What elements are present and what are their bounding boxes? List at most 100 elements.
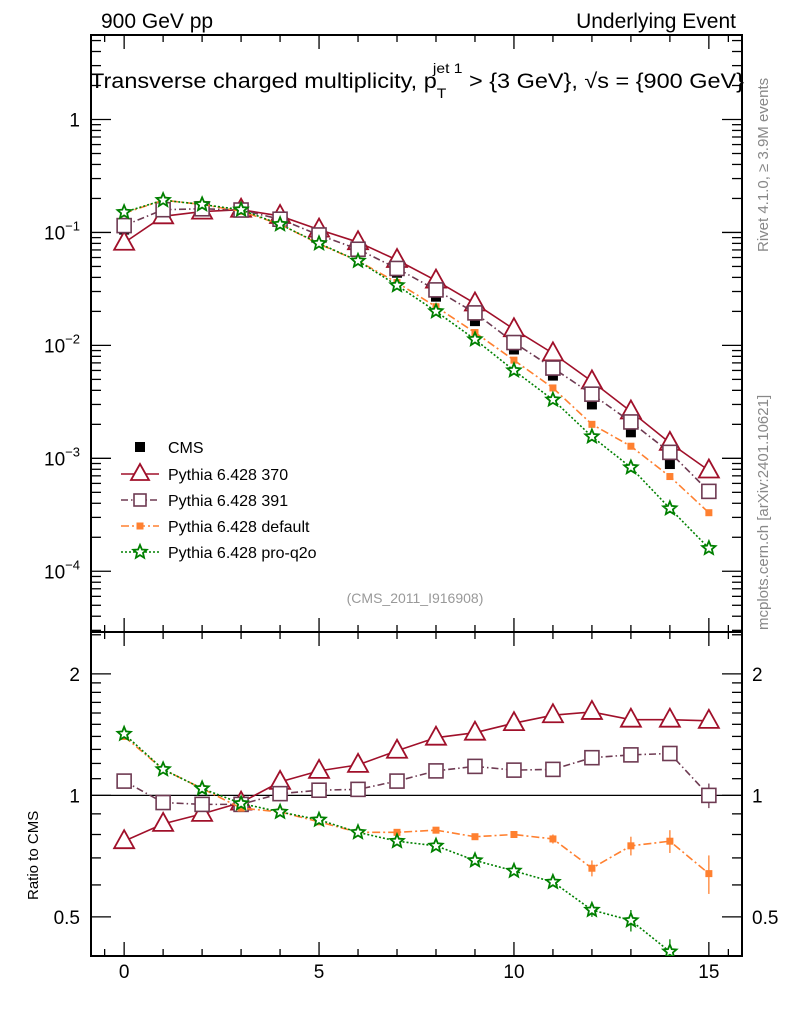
- y-tick-base: 10: [44, 562, 65, 583]
- data-point-triangle: [697, 457, 721, 479]
- ratio-line: [123, 752, 710, 806]
- data-point-open-square: [545, 360, 561, 376]
- data-point-triangle: [619, 706, 643, 728]
- data-point-square: [588, 864, 596, 872]
- data-point-open-square: [389, 773, 405, 789]
- ratio-panel-frame: [90, 631, 743, 957]
- y-tick-exponent: −3: [65, 444, 80, 459]
- data-point-star: [427, 302, 445, 320]
- x-tick-label: 5: [314, 962, 325, 983]
- data-point-triangle: [697, 707, 721, 729]
- main-panel-frame: [90, 34, 743, 633]
- data-point-star: [621, 458, 640, 475]
- data-point-open-square: [506, 334, 522, 351]
- title-main: Transverse charged multiplicity, p: [90, 70, 437, 93]
- data-point-star: [505, 361, 523, 378]
- data-point-star: [193, 779, 212, 797]
- data-point-triangle: [346, 752, 370, 773]
- data-point-star: [699, 538, 718, 556]
- y-tick-exponent: −2: [65, 331, 80, 346]
- data-point-triangle: [151, 811, 175, 832]
- data-point-open-square: [701, 787, 717, 804]
- legend-label: Pythia 6.428 default: [168, 519, 310, 536]
- data-point-star: [349, 822, 367, 840]
- data-point-star: [115, 724, 134, 742]
- data-point-square: [666, 473, 674, 481]
- data-point-open-square: [545, 761, 561, 778]
- data-point-star: [544, 872, 562, 890]
- y-tick-base: 10: [44, 336, 65, 357]
- y-tick-label: 1: [69, 111, 80, 132]
- series-line: [123, 199, 710, 514]
- series-pythia-6-428-pro-q2o: [115, 190, 718, 556]
- data-point-star: [583, 427, 601, 445]
- chart-title: Transverse charged multiplicity, p Tjet 1…: [90, 60, 744, 101]
- ratio-series-pythia-6-428-391: [116, 745, 717, 813]
- data-point-open-square: [506, 762, 522, 778]
- data-point-open-square: [194, 796, 210, 813]
- data-point-star: [154, 760, 173, 777]
- legend-item: CMS: [135, 440, 204, 457]
- data-point-square: [237, 804, 245, 812]
- y-tick-label: 1: [69, 786, 80, 807]
- data-point-open-square: [350, 781, 366, 798]
- data-point-star: [131, 542, 149, 560]
- data-point-triangle: [502, 710, 526, 732]
- legend-item: Pythia 6.428 pro-q2o: [121, 542, 317, 562]
- data-point-star: [583, 900, 601, 918]
- data-point-square: [627, 442, 635, 450]
- data-point-star: [505, 861, 523, 879]
- data-point-triangle: [541, 340, 565, 362]
- data-point-open-square: [662, 444, 678, 461]
- data-point-star: [154, 190, 173, 208]
- data-point-open-square: [467, 305, 483, 321]
- y-tick-label: 10−4: [44, 557, 80, 583]
- data-point-square: [510, 356, 518, 364]
- data-point-open-square: [428, 763, 444, 779]
- data-point-square: [549, 835, 557, 843]
- data-point-star: [349, 251, 367, 269]
- data-point-open-square: [116, 773, 132, 789]
- title-rest: > {3 GeV}, √s = {900 GeV}: [462, 70, 744, 93]
- data-point-star: [388, 276, 406, 293]
- data-point-square: [666, 837, 674, 845]
- y-tick-label: 10−1: [44, 218, 80, 244]
- data-point-star: [115, 202, 134, 220]
- series-line: [123, 208, 710, 472]
- data-point-star: [621, 911, 640, 928]
- data-point-square: [469, 316, 480, 327]
- x-tick-label: 0: [119, 962, 130, 983]
- data-point-open-square: [311, 782, 327, 799]
- data-point-star: [232, 794, 250, 811]
- data-point-triangle: [541, 702, 565, 724]
- data-point-square: [664, 459, 675, 470]
- ratio-series-pythia-6-428-pro-q2o: [115, 724, 679, 956]
- y-tick-label: 10−2: [44, 331, 80, 357]
- data-point-star: [271, 802, 289, 820]
- data-point-square: [627, 842, 635, 850]
- data-point-open-square: [389, 260, 405, 277]
- y-tick-exponent: −4: [65, 557, 80, 572]
- data-point-triangle: [385, 737, 409, 759]
- data-point-open-square: [133, 493, 147, 507]
- data-point-star: [466, 330, 484, 348]
- data-point-triangle: [580, 368, 604, 390]
- data-point-triangle: [112, 828, 136, 850]
- data-point-triangle: [463, 719, 487, 741]
- series-line: [123, 199, 710, 549]
- series-pythia-6-428-391: [116, 200, 717, 500]
- data-point-star: [271, 214, 289, 232]
- data-point-open-square: [623, 747, 639, 763]
- data-point-triangle: [424, 724, 448, 746]
- title-sup: jet 1: [432, 60, 463, 76]
- data-point-star: [388, 831, 406, 849]
- y-tick-label: 10−3: [44, 444, 80, 470]
- x-tick-label: 10: [503, 962, 524, 983]
- data-point-triangle: [580, 699, 604, 720]
- data-point-open-square: [662, 745, 678, 762]
- data-point-triangle: [307, 758, 331, 779]
- y-tick-base: 10: [44, 223, 65, 244]
- series-line: [123, 207, 710, 492]
- analysis-label: (CMS_2011_I916908): [347, 590, 484, 606]
- data-point-star: [193, 195, 212, 212]
